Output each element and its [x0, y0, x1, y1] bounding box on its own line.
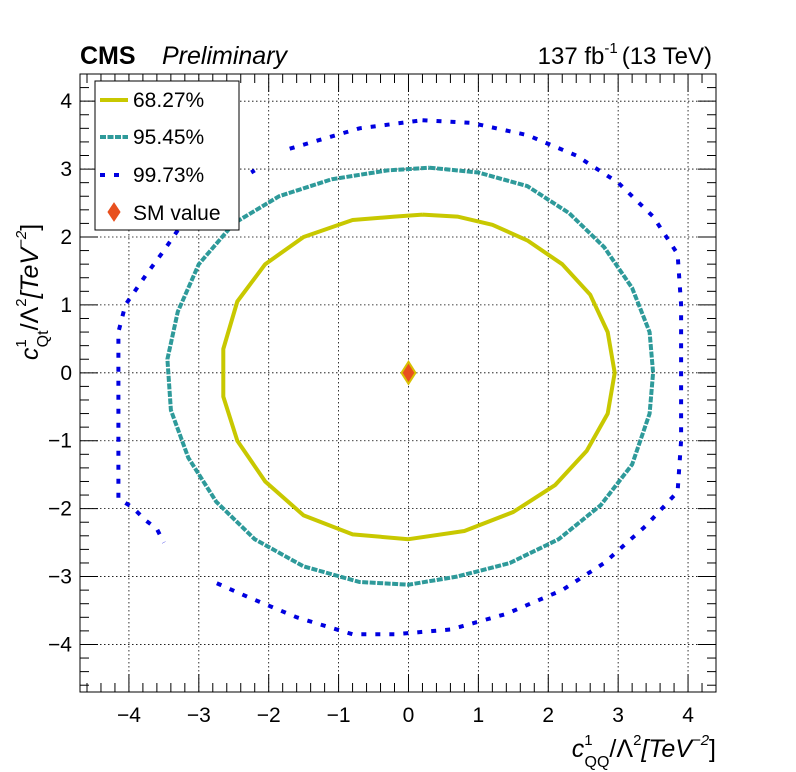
y-tick-label: −1: [48, 430, 72, 453]
contour-series: [116, 118, 684, 637]
y-tick-label: −4: [48, 633, 72, 656]
y-tick-label: 2: [60, 226, 72, 249]
y-tick-label: −2: [48, 498, 72, 521]
legend-label-sm: SM value: [133, 202, 221, 225]
y-axis-title: c1 Qt/Λ2[TeV−2]: [13, 224, 52, 360]
y-tick-label: −3: [48, 566, 72, 589]
x-tick-label: 4: [682, 704, 694, 727]
contour-9545: [165, 165, 656, 587]
x-tick-label: −3: [187, 704, 211, 727]
y-tick-label: 4: [60, 90, 72, 113]
x-tick-label: −1: [327, 704, 351, 727]
y-tick-label: 1: [60, 294, 72, 317]
contour-9973-segment: [250, 168, 256, 175]
contour-9973-segment: [116, 229, 180, 544]
legend-label-99: 99.73%: [133, 164, 204, 187]
plot-frame: [79, 73, 717, 693]
legend: 68.27% 95.45% 99.73% SM value: [94, 80, 240, 231]
experiment-label: CMS: [80, 42, 136, 70]
x-tick-label: −4: [117, 704, 141, 727]
x-tick-labels: −4 −3 −2 −1 0 1 2 3 4: [117, 704, 694, 727]
x-tick-label: 2: [542, 704, 554, 727]
lumi-label: 137 fb-1 (13 TeV): [538, 40, 712, 70]
x-tick-label: 3: [612, 704, 624, 727]
legend-box: [94, 80, 240, 231]
contour-9973-segment: [289, 118, 423, 151]
y-tick-label: 0: [60, 362, 72, 385]
status-label: Preliminary: [162, 42, 289, 70]
x-axis-title: c1 QQ/Λ2[TeV−2]: [572, 732, 716, 771]
legend-swatch-sm: [107, 202, 121, 222]
sm-value-marker: [400, 359, 417, 386]
y-tick-labels: −4 −3 −2 −1 0 1 2 3 4: [48, 90, 72, 656]
y-tick-label: 3: [60, 158, 72, 181]
legend-label-95: 95.45%: [133, 126, 204, 149]
legend-label-68: 68.27%: [133, 89, 204, 112]
x-tick-label: −2: [257, 704, 281, 727]
x-tick-label: 0: [403, 704, 415, 727]
x-tick-label: 1: [473, 704, 485, 727]
contour-6827: [221, 212, 617, 542]
